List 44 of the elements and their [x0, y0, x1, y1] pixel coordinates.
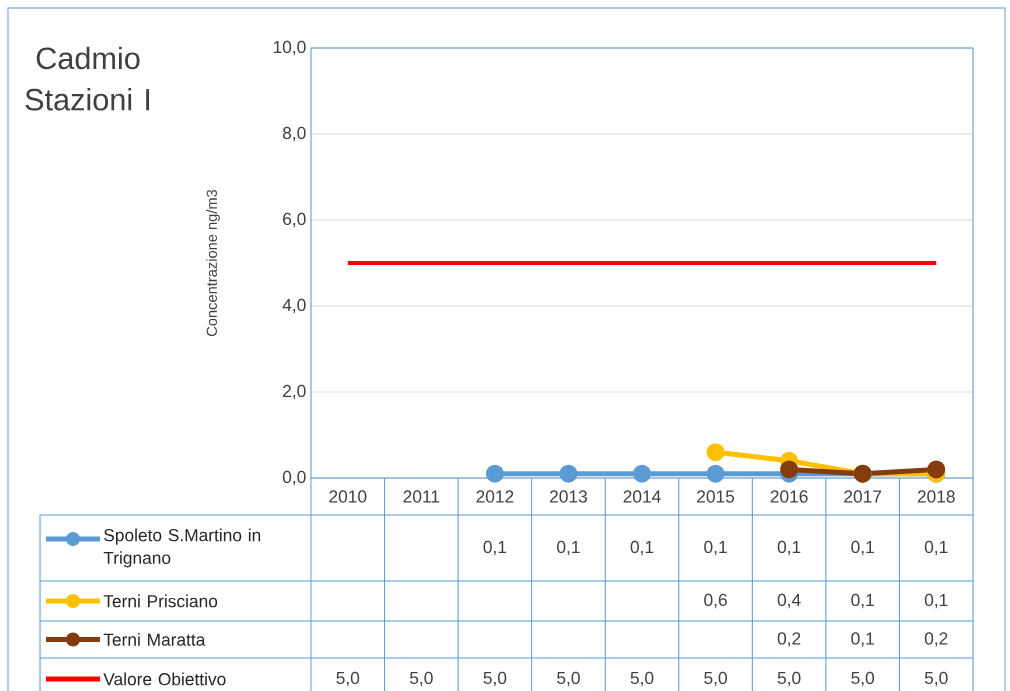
x-tick-label: 2013 [550, 490, 587, 503]
data-label: 0,2 [924, 632, 948, 647]
data-label: 5,0 [557, 671, 580, 687]
x-tick-label: 2017 [844, 490, 882, 503]
legend-label: Valore Obiettivo [103, 672, 226, 686]
data-label: 0,6 [704, 593, 727, 609]
data-label: 0,1 [924, 540, 948, 556]
chart-title: Cadmio Stazioni I [25, 46, 150, 111]
data-label: 5,0 [777, 671, 801, 687]
x-tick-label: 2016 [770, 490, 808, 503]
x-tick-label: 2018 [917, 490, 955, 503]
y-tick-label: 6,0 [283, 212, 306, 228]
data-label: 0,1 [851, 593, 874, 609]
data-label: 5,0 [483, 671, 507, 687]
legend-label: Terni Maratta [103, 633, 206, 646]
y-tick-label: 8,0 [282, 126, 306, 142]
x-tick-label: 2012 [476, 490, 514, 503]
data-label: 5,0 [851, 671, 875, 687]
data-label: 0,1 [851, 632, 874, 647]
data-label: 0,1 [924, 593, 948, 609]
x-tick-label: 2010 [329, 490, 367, 503]
x-tick-label: 2015 [697, 490, 735, 503]
data-label: 0,4 [777, 593, 801, 609]
data-label: 0,1 [851, 540, 874, 556]
data-label: 0,1 [557, 540, 580, 556]
x-tick-label: 2014 [623, 490, 661, 503]
y-tick-label: 10,0 [273, 40, 306, 56]
data-label: 0,1 [777, 540, 801, 556]
data-label: 0,2 [777, 632, 801, 647]
data-label: 5,0 [924, 671, 948, 687]
y-tick-label: 0,0 [282, 470, 306, 486]
data-label: 5,0 [409, 671, 433, 687]
data-label: 0,1 [704, 540, 727, 556]
x-tick-label: 2011 [403, 490, 440, 503]
y-tick-label: 4,0 [282, 298, 306, 314]
data-label: 5,0 [336, 671, 360, 687]
data-label: 0,1 [483, 540, 507, 556]
data-label: 0,1 [630, 540, 654, 556]
data-label: 5,0 [704, 671, 727, 687]
legend-label: Spoleto S.Martino in Trignano [103, 528, 261, 568]
y-tick-label: 2,0 [283, 384, 306, 400]
legend-label: Terni Prisciano [103, 594, 218, 608]
data-label: 5,0 [630, 671, 654, 687]
y-axis-title: Concentrazione ng/m3 [206, 189, 220, 337]
